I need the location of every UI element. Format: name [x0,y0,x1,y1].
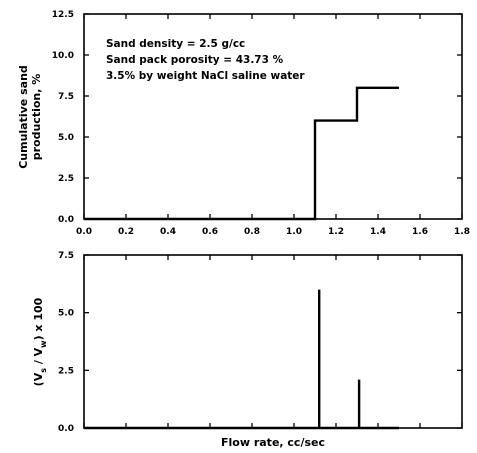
bot-y-tick-label: 0.0 [58,424,74,434]
x-axis-label: Flow rate, cc/sec [221,436,325,449]
top-series-line [84,86,399,221]
top-y-axis-label-line2: production, % [30,74,43,161]
x-tick-label: 0.8 [244,227,260,237]
bot-series-line [84,289,399,430]
bot-y-tick-label: 2.5 [58,366,74,376]
top-y-tick-label: 7.5 [58,92,74,102]
x-tick-label: 0.2 [118,227,134,237]
top-y-tick-label: 2.5 [58,174,74,184]
top-y-tick-label: 5.0 [58,133,74,143]
bot-y-tick-label: 7.5 [58,251,74,261]
bottom-chart: 0.0 2.5 5.0 7.5 (Vs / Vw) x 100 Flow rate, … [32,251,463,449]
top-y-tick-label: 12.5 [52,10,74,20]
top-y-tick-label: 10.0 [52,51,74,61]
x-tick-label: 0.4 [160,227,176,237]
top-y-axis-label-line1: Cumulative sand [17,65,30,169]
x-tick-label: 0.6 [202,227,218,237]
top-y-tick-label: 0.0 [58,215,74,225]
bottom-plot-frame [83,254,463,429]
x-tick-label: 1.0 [286,227,302,237]
annotation-3: 3.5% by weight NaCl saline water [106,70,305,82]
annotation-1: Sand density = 2.5 g/cc [106,38,245,50]
x-tick-label: 1.6 [412,227,428,237]
top-chart: 0.0 2.5 5.0 7.5 10.0 12.5 0.0 0.2 0.4 0.6 0.8 1.0 1… [17,10,470,237]
x-tick-label: 1.2 [328,227,344,237]
x-tick-label: 1.4 [370,227,386,237]
top-annotations: Sand density = 2.5 g/cc Sand pack porosi… [106,38,305,82]
x-tick-label: 1.8 [454,227,470,237]
x-tick-label: 0.0 [76,227,92,237]
annotation-2: Sand pack porosity = 43.73 % [106,54,284,66]
bottom-y-axis-label: (Vs / Vw) x 100 [32,297,48,386]
bot-y-tick-label: 5.0 [58,309,74,319]
